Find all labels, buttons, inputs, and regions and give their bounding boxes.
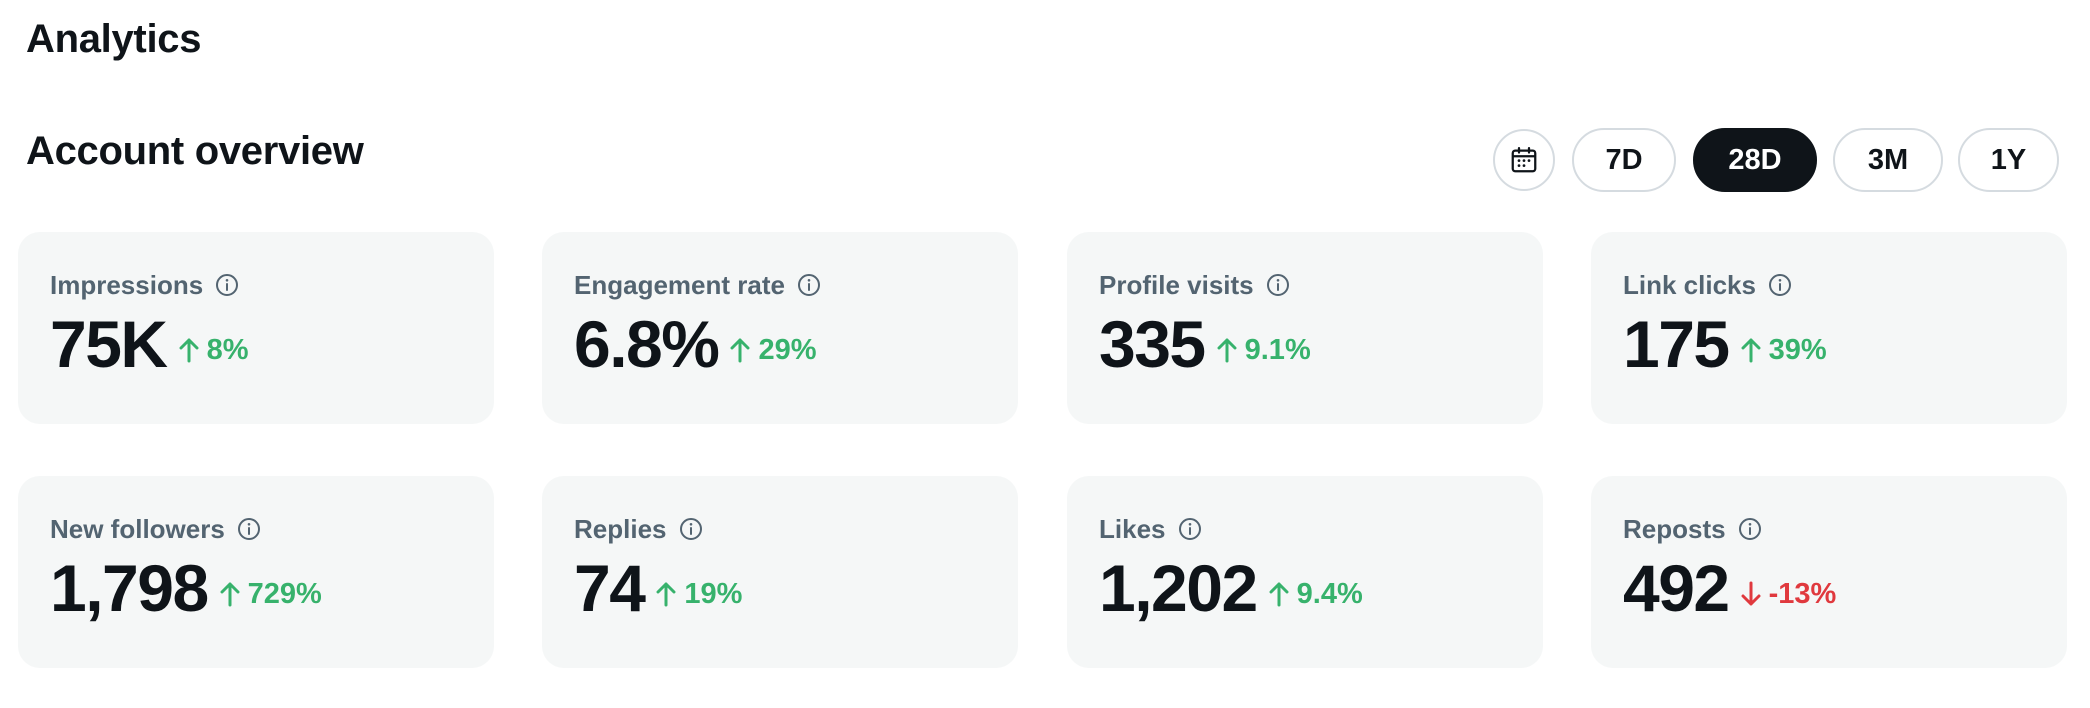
arrow-up-icon <box>220 582 240 607</box>
metric-change: -13% <box>1741 577 1836 611</box>
metric-change: 19% <box>656 577 742 611</box>
section-title: Account overview <box>26 129 364 173</box>
metric-card-reposts: Reposts 492 -13% <box>1591 476 2067 668</box>
metric-label: Profile visits <box>1099 270 1254 300</box>
range-28d-button[interactable]: 28D <box>1693 128 1817 192</box>
info-icon[interactable] <box>215 273 239 297</box>
metric-change: 9.4% <box>1269 577 1363 611</box>
arrow-up-icon <box>730 338 750 363</box>
arrow-up-icon <box>1269 582 1289 607</box>
page-title: Analytics <box>26 17 202 61</box>
range-7d-button[interactable]: 7D <box>1572 128 1676 192</box>
metric-value: 6.8% <box>574 307 720 381</box>
metric-card-replies: Replies 74 19% <box>542 476 1018 668</box>
date-range-selector: 7D 28D 3M 1Y <box>1493 128 2059 192</box>
metric-change: 29% <box>730 333 816 367</box>
info-icon[interactable] <box>797 273 821 297</box>
info-icon[interactable] <box>1266 273 1290 297</box>
metric-label: New followers <box>50 514 225 544</box>
info-icon[interactable] <box>237 517 261 541</box>
metric-label: Reposts <box>1623 514 1726 544</box>
metric-change: 9.1% <box>1217 333 1311 367</box>
arrow-up-icon <box>179 338 199 363</box>
metric-value: 335 <box>1099 307 1206 381</box>
range-3m-button[interactable]: 3M <box>1833 128 1943 192</box>
metric-card-new-followers: New followers 1,798 729% <box>18 476 494 668</box>
metric-value: 1,798 <box>50 551 209 625</box>
arrow-down-icon <box>1741 581 1761 606</box>
metric-label: Link clicks <box>1623 270 1756 300</box>
metric-value: 1,202 <box>1099 551 1258 625</box>
range-1y-button[interactable]: 1Y <box>1958 128 2059 192</box>
metric-card-likes: Likes 1,202 9.4% <box>1067 476 1543 668</box>
metric-value: 74 <box>574 551 646 625</box>
metric-value: 175 <box>1623 307 1730 381</box>
metric-label: Replies <box>574 514 667 544</box>
info-icon[interactable] <box>1178 517 1202 541</box>
calendar-button[interactable] <box>1493 129 1555 191</box>
arrow-up-icon <box>1741 338 1761 363</box>
metric-card-engagement-rate: Engagement rate 6.8% 29% <box>542 232 1018 424</box>
metric-change: 729% <box>220 577 322 611</box>
info-icon[interactable] <box>1768 273 1792 297</box>
metric-card-link-clicks: Link clicks 175 39% <box>1591 232 2067 424</box>
metric-change: 8% <box>179 333 249 367</box>
calendar-icon <box>1509 145 1539 175</box>
info-icon[interactable] <box>1738 517 1762 541</box>
metric-label: Impressions <box>50 270 204 300</box>
arrow-up-icon <box>656 582 676 607</box>
info-icon[interactable] <box>679 517 703 541</box>
metric-change: 39% <box>1741 333 1827 367</box>
metric-value: 492 <box>1623 551 1730 625</box>
metric-card-profile-visits: Profile visits 335 9.1% <box>1067 232 1543 424</box>
metric-label: Engagement rate <box>574 270 785 300</box>
metric-value: 75K <box>50 307 168 381</box>
arrow-up-icon <box>1217 338 1237 363</box>
metric-card-impressions: Impressions 75K 8% <box>18 232 494 424</box>
metric-label: Likes <box>1099 514 1166 544</box>
